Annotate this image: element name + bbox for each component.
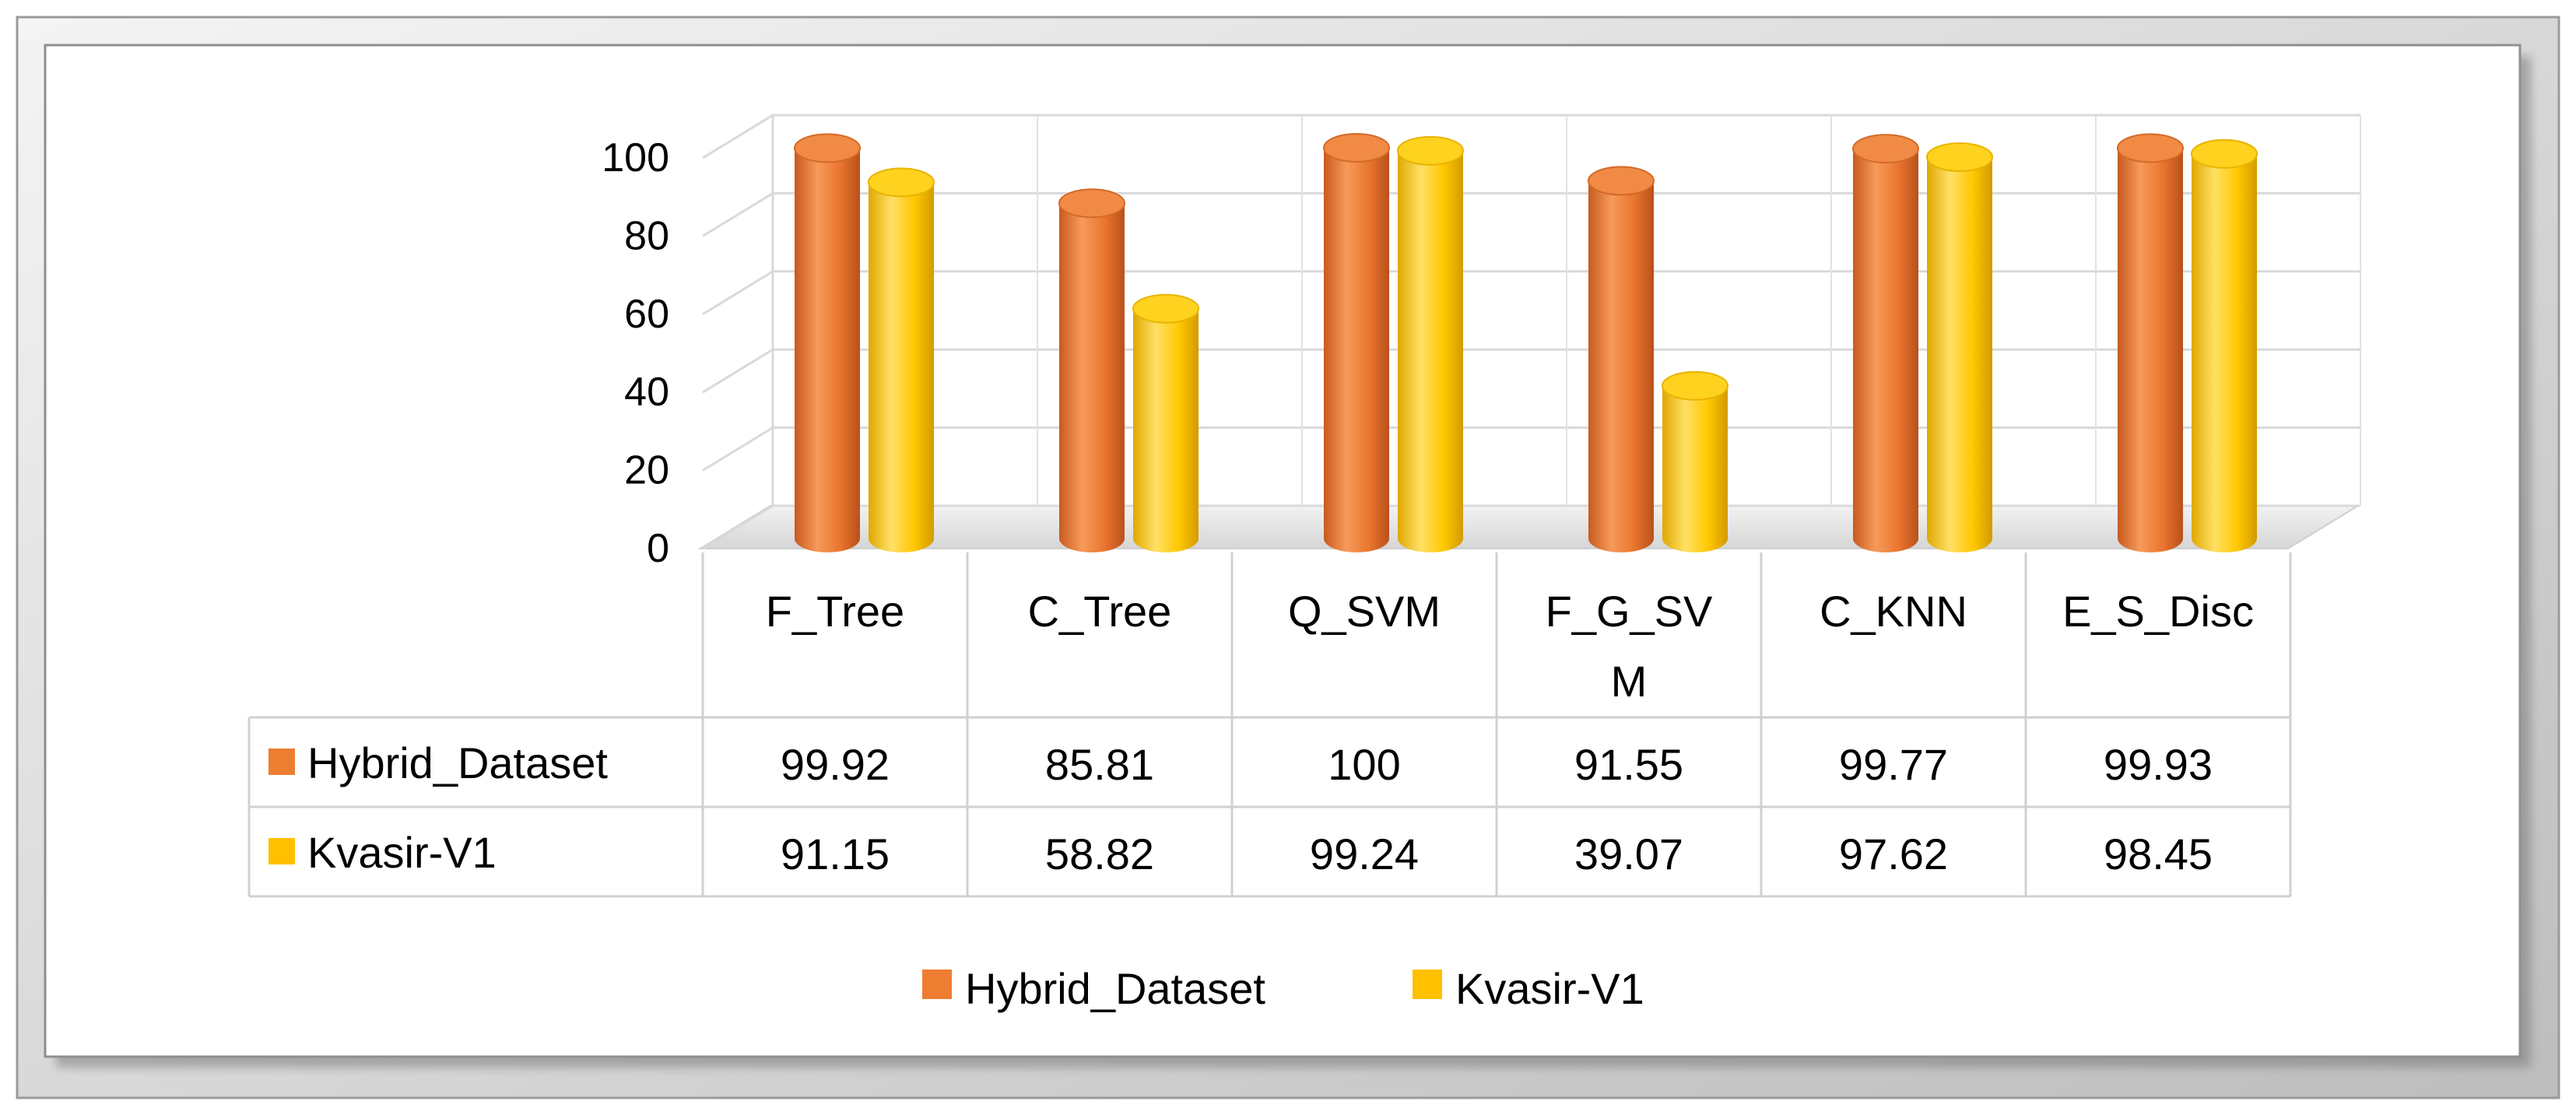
bar-Hybrid_Dataset-F_Tree <box>794 133 861 552</box>
data-table: F_Tree C_Tree Q_SVM F_G_SV M C_KNN E_S_Disc Hyb… <box>247 552 2292 898</box>
bar-body <box>1059 203 1125 552</box>
table-cell-value: 98.45 <box>2104 829 2213 878</box>
y-tick-label: 60 <box>624 292 669 337</box>
table-cell-value: 39.07 <box>1574 829 1683 878</box>
bar-cap <box>1323 133 1390 163</box>
bar-cap <box>2191 138 2258 169</box>
y-tick-label: 80 <box>624 213 669 258</box>
bar-Kvasir-V1-Q_SVM <box>1397 135 1464 553</box>
bar-cap <box>1852 134 1919 164</box>
bar-cap <box>1662 370 1728 401</box>
bar-Hybrid_Dataset-E_S_Disc <box>2117 133 2184 553</box>
category-label: Q_SVM <box>1288 587 1441 636</box>
bar-Hybrid_Dataset-F_G_SVM <box>1588 166 1655 552</box>
bar-cap <box>1588 166 1655 196</box>
bar-body <box>1853 149 1918 552</box>
bar-body <box>1398 150 1463 553</box>
bar-body <box>795 148 860 552</box>
table-cell-value: 85.81 <box>1045 740 1154 789</box>
bar-Kvasir-V1-F_Tree <box>868 167 935 552</box>
plot-backdrop <box>697 505 2361 549</box>
bar-body <box>1927 156 1992 552</box>
legend: Hybrid_Dataset Kvasir-V1 <box>922 964 1644 1013</box>
y-tick-label: 100 <box>602 135 669 181</box>
category-label: E_S_Disc <box>2062 587 2254 636</box>
bar-Hybrid_Dataset-Q_SVM <box>1323 133 1390 552</box>
bar-cap <box>1058 188 1125 219</box>
legend-key-1 <box>268 838 295 864</box>
category-label: C_Tree <box>1028 587 1172 636</box>
category-label: F_Tree <box>766 587 904 636</box>
bars <box>794 133 2258 553</box>
y-tick-label: 40 <box>624 370 669 415</box>
table-cell-value: 99.93 <box>2104 740 2213 789</box>
bar-cap <box>1132 293 1199 324</box>
table-cell-value: 100 <box>1328 740 1400 789</box>
y-tick-label: 20 <box>624 448 669 493</box>
bar-Kvasir-V1-C_KNN <box>1926 142 1993 552</box>
bar-cap <box>1926 142 1993 172</box>
legend-swatch <box>922 969 952 999</box>
bar-cap <box>868 167 935 198</box>
bar-cap <box>794 133 861 163</box>
y-axis-ticks: 0 20 40 60 80 100 <box>602 135 669 571</box>
bar-body <box>1662 385 1728 552</box>
bar-body <box>1588 181 1654 552</box>
series-name-label: Hybrid_Dataset <box>307 738 608 787</box>
table-cell-value: 99.77 <box>1839 740 1948 789</box>
bar-body <box>869 182 934 552</box>
table-cell-value: 99.92 <box>781 740 890 789</box>
legend-swatch <box>1413 969 1442 999</box>
category-label: M <box>1611 657 1648 706</box>
category-label: F_G_SV <box>1546 587 1713 636</box>
table-cell-value: 91.55 <box>1574 740 1683 789</box>
bar-body <box>1324 148 1389 552</box>
table-cell-value: 99.24 <box>1310 829 1419 878</box>
bar-body <box>1133 308 1199 552</box>
bar-Kvasir-V1-F_G_SVM <box>1662 370 1728 552</box>
bar-body <box>2192 153 2257 552</box>
table-cell-value: 58.82 <box>1045 829 1154 878</box>
series-name-label: Kvasir-V1 <box>307 828 497 877</box>
bar-cap <box>1397 135 1464 166</box>
bar-body <box>2118 148 2183 553</box>
legend-label: Hybrid_Dataset <box>965 964 1265 1013</box>
gridlines <box>702 114 2361 550</box>
legend-key-0 <box>268 749 295 775</box>
bar-Hybrid_Dataset-C_Tree <box>1058 188 1125 552</box>
table-cell-value: 91.15 <box>781 829 890 878</box>
bar-Kvasir-V1-E_S_Disc <box>2191 138 2258 552</box>
y-tick-label: 0 <box>647 526 669 571</box>
bar-cap <box>2117 133 2184 163</box>
bar-Hybrid_Dataset-C_KNN <box>1852 134 1919 552</box>
bar-Kvasir-V1-C_Tree <box>1132 293 1199 552</box>
legend-label: Kvasir-V1 <box>1455 964 1644 1013</box>
category-label: C_KNN <box>1820 587 1967 636</box>
table-cell-value: 97.62 <box>1839 829 1948 878</box>
